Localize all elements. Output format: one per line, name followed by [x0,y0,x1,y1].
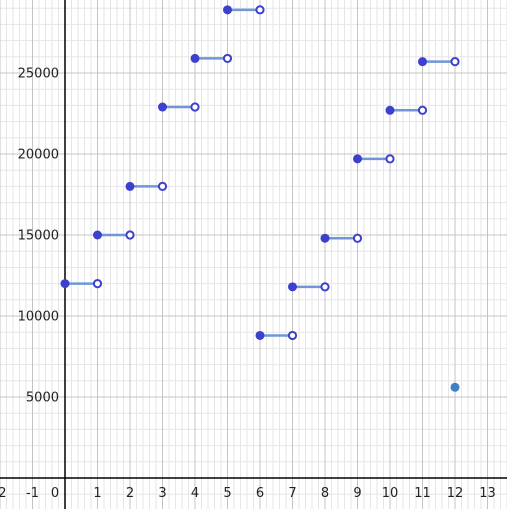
y-tick-label: 15000 [18,229,59,244]
x-tick-label: 1 [93,486,101,501]
closed-endpoint [418,57,427,67]
x-tick-label: 2 [126,486,134,501]
x-tick-label: 9 [353,486,361,501]
closed-endpoint [353,154,362,164]
closed-endpoint [223,5,232,15]
y-tick-label: 20000 [18,148,59,163]
closed-endpoint [385,105,395,115]
x-tick-label: 5 [223,486,231,501]
closed-endpoint [158,102,167,112]
x-tick-label: 4 [191,486,199,501]
closed-endpoint [320,233,330,243]
data-point [450,382,460,392]
isolated-points [450,382,460,392]
x-tick-label: 3 [158,486,166,501]
open-endpoint [385,154,395,164]
y-tick-labels: 5000 10000 15000 20000 25000 [18,67,59,406]
closed-endpoint [60,279,70,289]
open-endpoint [352,233,363,243]
x-tick-label: -2 [0,486,6,501]
y-tick-label: 10000 [18,310,59,325]
x-tick-label: 12 [447,486,464,501]
open-endpoint [450,57,460,67]
open-endpoint [92,279,103,289]
y-tick-label: 25000 [18,67,59,82]
x-tick-label: 7 [288,486,296,501]
x-tick-label: 13 [479,486,496,501]
open-endpoint [125,230,135,240]
x-tick-label: 0 [51,486,59,501]
x-tick-label: -1 [26,486,39,501]
x-tick-label: 11 [414,486,431,501]
x-tick-label: 6 [256,486,264,501]
step-segments [60,5,460,341]
closed-endpoint [93,230,102,240]
closed-endpoint [190,53,200,63]
open-endpoint [157,181,168,191]
closed-endpoint [288,282,297,292]
open-endpoint [287,330,298,341]
x-tick-label: 10 [382,486,399,501]
open-endpoint [417,105,428,115]
open-endpoint [255,5,265,15]
closed-endpoint [125,181,135,191]
x-tick-label: 8 [321,486,329,501]
y-tick-label: 5000 [26,391,59,406]
open-endpoint [222,53,233,64]
closed-endpoint [255,330,265,340]
open-endpoint [320,282,330,292]
open-endpoint [190,102,200,112]
